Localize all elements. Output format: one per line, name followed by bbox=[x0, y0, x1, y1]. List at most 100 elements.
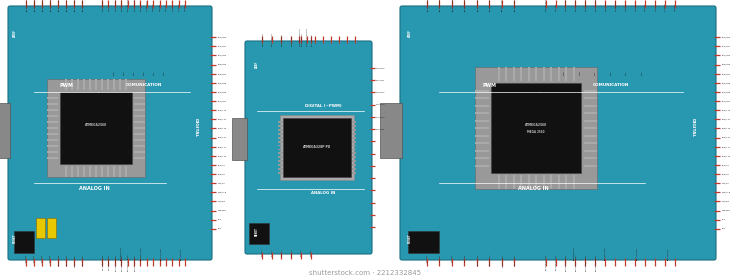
Text: PC3/A11: PC3/A11 bbox=[218, 146, 227, 148]
Bar bbox=[512, 67, 515, 81]
Text: PA0/AD0: PA0/AD0 bbox=[218, 36, 227, 38]
Text: PF0ADC0: PF0ADC0 bbox=[26, 254, 27, 262]
Bar bbox=[47, 109, 58, 111]
Text: PC4/A12: PC4/A12 bbox=[722, 137, 730, 138]
Bar bbox=[278, 172, 283, 174]
Text: PB2MOSI/PONT2: PB2MOSI/PONT2 bbox=[140, 246, 142, 260]
Text: PH5OC4C: PH5OC4C bbox=[675, 3, 676, 11]
Bar bbox=[583, 150, 597, 151]
Text: PF6ADC6/TDO: PF6ADC6/TDO bbox=[74, 254, 76, 267]
Text: PE6T3/INT6: PE6T3/INT6 bbox=[605, 1, 607, 11]
Text: PB6OC1B/PCINT6: PB6OC1B/PCINT6 bbox=[439, 0, 441, 11]
Text: PL7: PL7 bbox=[218, 219, 222, 220]
Bar bbox=[95, 79, 97, 90]
Text: TXD: TXD bbox=[564, 71, 565, 75]
Text: PL6: PL6 bbox=[722, 228, 726, 229]
Bar bbox=[351, 141, 356, 143]
Bar bbox=[550, 67, 552, 81]
Bar bbox=[134, 121, 145, 123]
Bar bbox=[475, 142, 488, 144]
Bar bbox=[278, 164, 283, 166]
Text: PC0/A8: PC0/A8 bbox=[218, 173, 226, 175]
Bar bbox=[47, 151, 58, 153]
Text: PB0SS/PCINT0: PB0SS/PCINT0 bbox=[82, 0, 83, 11]
Bar bbox=[491, 83, 581, 173]
Bar bbox=[60, 92, 132, 164]
Text: PH4OC4B: PH4OC4B bbox=[665, 3, 666, 11]
Text: PL7: PL7 bbox=[722, 219, 726, 220]
Bar bbox=[542, 67, 545, 81]
Bar bbox=[0, 103, 10, 158]
Text: PF3ADC3: PF3ADC3 bbox=[464, 254, 466, 262]
Bar bbox=[278, 125, 283, 127]
Text: PC5/A13: PC5/A13 bbox=[722, 128, 730, 129]
Bar bbox=[89, 79, 91, 90]
Bar bbox=[113, 166, 115, 177]
Text: PF7ADC7/TDI: PF7ADC7/TDI bbox=[515, 254, 516, 266]
Bar bbox=[47, 79, 145, 177]
Text: PB3MSO/PONT3: PB3MSO/PONT3 bbox=[574, 246, 575, 260]
Text: PE7ICP3/INT7: PE7ICP3/INT7 bbox=[615, 0, 617, 11]
Bar bbox=[380, 103, 402, 158]
Text: PC5/ADC5/SCL/PCINT13: PC5/ADC5/SCL/PCINT13 bbox=[299, 27, 300, 46]
Text: PF4ADC4/TCK: PF4ADC4/TCK bbox=[477, 254, 479, 266]
Text: PB0SS/PONT0: PB0SS/PONT0 bbox=[180, 248, 182, 260]
Text: PA1/AD1: PA1/AD1 bbox=[722, 45, 730, 47]
Bar bbox=[542, 176, 545, 189]
Text: PD0/WR: PD0/WR bbox=[722, 210, 730, 211]
Bar bbox=[583, 134, 597, 137]
Text: PB1SCK/PONT1: PB1SCK/PONT1 bbox=[160, 247, 161, 260]
Bar bbox=[550, 176, 552, 189]
Bar bbox=[134, 127, 145, 129]
Text: PC1ADC1: PC1ADC1 bbox=[272, 249, 273, 256]
Text: PK0ADC8/PCINT16: PK0ADC8/PCINT16 bbox=[102, 254, 104, 270]
Text: PC5/A13: PC5/A13 bbox=[218, 128, 227, 129]
Text: PH5OC4C: PH5OC4C bbox=[185, 3, 186, 11]
Text: ATMEGA2560: ATMEGA2560 bbox=[85, 123, 107, 127]
Bar bbox=[558, 67, 560, 81]
Bar bbox=[77, 166, 79, 177]
Text: PA3/AD3: PA3/AD3 bbox=[722, 64, 730, 66]
Text: RX3: RX3 bbox=[144, 71, 145, 75]
Text: PF4ADC4/TCK: PF4ADC4/TCK bbox=[58, 254, 60, 266]
Bar bbox=[125, 166, 127, 177]
Text: PK4ADC12/PCINT20: PK4ADC12/PCINT20 bbox=[585, 254, 587, 271]
Text: COMUNICATION: COMUNICATION bbox=[126, 83, 162, 87]
Text: PE5OC3C/INT5: PE5OC3C/INT5 bbox=[134, 0, 136, 11]
Text: RESET: RESET bbox=[408, 233, 412, 243]
Bar bbox=[583, 142, 597, 144]
Text: PB5OC1A/PCINT5: PB5OC1A/PCINT5 bbox=[262, 32, 264, 46]
Text: ANALOG IN: ANALOG IN bbox=[311, 192, 336, 195]
Bar bbox=[520, 176, 522, 189]
Bar bbox=[134, 97, 145, 99]
Bar bbox=[351, 129, 356, 131]
Text: PC4/ADC4/SDA/PCINT12: PC4/ADC4/SDA/PCINT12 bbox=[307, 27, 308, 46]
Text: PA6/AD6: PA6/AD6 bbox=[722, 91, 730, 93]
Bar bbox=[232, 118, 247, 160]
Bar bbox=[278, 168, 283, 170]
Text: PB3MISO/PCINT3: PB3MISO/PCINT3 bbox=[58, 0, 60, 11]
Text: TX3: TX3 bbox=[595, 71, 596, 75]
Text: PA7/AD7: PA7/AD7 bbox=[218, 100, 227, 102]
Bar bbox=[47, 139, 58, 141]
Text: PC4/ADC4: PC4/ADC4 bbox=[376, 116, 385, 118]
Bar bbox=[351, 121, 356, 123]
Text: PC7/A15: PC7/A15 bbox=[722, 109, 730, 111]
Text: PA3/AD3: PA3/AD3 bbox=[218, 64, 227, 66]
Bar bbox=[583, 120, 597, 122]
Text: PWM: PWM bbox=[483, 83, 496, 88]
Text: PK3ADC11/PCINT19: PK3ADC11/PCINT19 bbox=[121, 254, 123, 271]
Text: PA5/AD5: PA5/AD5 bbox=[722, 82, 730, 84]
Text: PC1/ADC1: PC1/ADC1 bbox=[376, 79, 385, 81]
Bar bbox=[475, 104, 488, 106]
Bar bbox=[47, 115, 58, 117]
Text: ATMEGA2560: ATMEGA2560 bbox=[525, 123, 548, 127]
Text: PC2/A10: PC2/A10 bbox=[722, 155, 730, 157]
Text: PK1ADC9/PCINT17: PK1ADC9/PCINT17 bbox=[556, 254, 557, 270]
Bar bbox=[528, 176, 530, 189]
Text: PK2ADC10/PCINT18: PK2ADC10/PCINT18 bbox=[115, 254, 117, 271]
Text: PE0RXD0/PCINT8: PE0RXD0/PCINT8 bbox=[102, 0, 104, 11]
Text: PB1OC2A/PCINT1: PB1OC2A/PCINT1 bbox=[301, 32, 303, 46]
Bar bbox=[134, 151, 145, 153]
Text: RESET: RESET bbox=[13, 233, 17, 243]
